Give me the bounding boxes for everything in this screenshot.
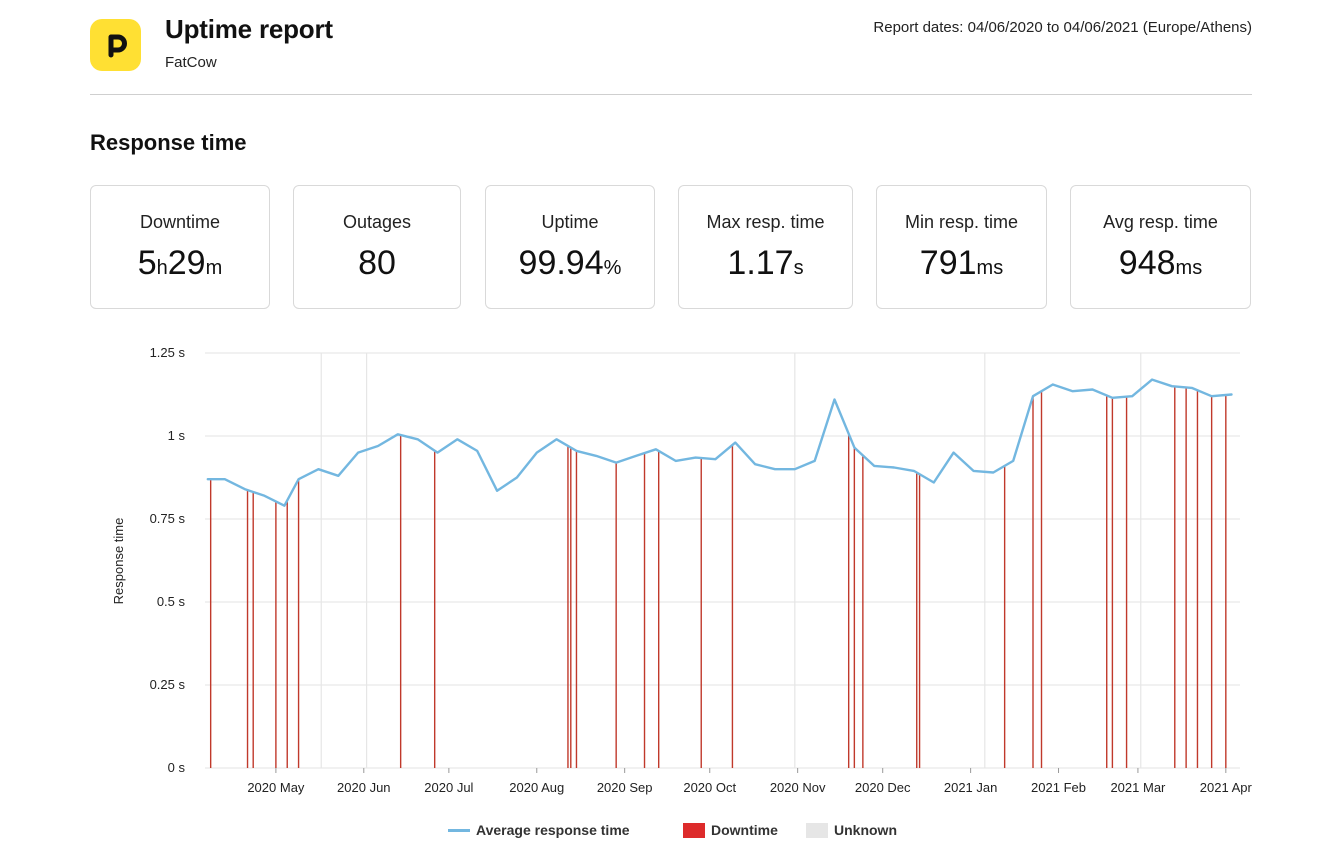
response-time-chart: 0 s0.25 s0.5 s0.75 s1 s1.25 s 2020 May 20… — [111, 345, 1253, 795]
y-tick-label: 1.25 s — [150, 345, 186, 360]
stat-number: 948 — [1118, 244, 1176, 282]
y-tick-label: 1 s — [168, 428, 186, 443]
stat-label: Avg resp. time — [1103, 212, 1218, 232]
legend-unknown-swatch — [806, 822, 828, 838]
stat-number: 99.94 — [518, 244, 604, 282]
legend-label: Downtime — [711, 822, 778, 838]
stat-number: 1.17 — [727, 244, 794, 282]
header-divider — [90, 94, 1252, 95]
x-tick-label: 2021 Mar — [1110, 780, 1166, 795]
stat-label: Outages — [342, 212, 412, 232]
stat-label: Downtime — [139, 212, 221, 232]
stat-value: 99.94% — [486, 244, 654, 283]
stat-number: 80 — [358, 244, 396, 282]
downtime-layer — [209, 386, 1227, 768]
legend-line-swatch — [448, 828, 470, 832]
stat-unit: h — [156, 257, 168, 279]
stat-label: Max resp. time — [706, 212, 825, 232]
chart-legend: Average response time Downtime Unknown — [0, 822, 1332, 842]
x-tick-label: 2020 Aug — [509, 780, 564, 795]
x-tick-label: 2020 Sep — [597, 780, 653, 795]
report-title: Uptime report — [165, 14, 333, 44]
stat-number: 29 — [167, 244, 206, 282]
stat-label: Min resp. time — [904, 212, 1019, 232]
stat-number: 791 — [919, 244, 977, 282]
x-tick-label: 2021 Apr — [1200, 780, 1253, 795]
legend-item-unknown[interactable]: Unknown — [806, 822, 897, 838]
report-dates: Report dates: 04/06/2020 to 04/06/2021 (… — [873, 19, 1252, 36]
x-tick-label: 2021 Jan — [944, 780, 998, 795]
stat-card-max-resp: Max resp. time 1.17s — [678, 185, 853, 309]
unknown-layer — [320, 353, 1142, 768]
series-line-average-response-time — [206, 378, 1233, 507]
x-tick-label: 2020 Oct — [683, 780, 736, 795]
stat-value: 80 — [294, 244, 460, 283]
legend-item-average[interactable]: Average response time — [448, 822, 630, 838]
x-tick-label: 2021 Feb — [1031, 780, 1086, 795]
y-axis-label: Response time — [111, 518, 126, 605]
legend-label: Unknown — [834, 822, 897, 838]
grid-layer — [205, 352, 1240, 769]
stat-card-downtime: Downtime 5h29m — [90, 185, 270, 309]
stat-value: 948ms — [1071, 244, 1250, 283]
stat-unit: m — [205, 257, 223, 279]
stat-card-uptime: Uptime 99.94% — [485, 185, 655, 309]
stat-value: 791ms — [877, 244, 1046, 283]
stat-card-min-resp: Min resp. time 791ms — [876, 185, 1047, 309]
stat-unit: ms — [1175, 257, 1203, 279]
y-tick-label: 0.25 s — [150, 677, 186, 692]
y-tick-label: 0.75 s — [150, 511, 186, 526]
stat-card-avg-resp: Avg resp. time 948ms — [1070, 185, 1251, 309]
x-tick-label: 2020 May — [247, 780, 305, 795]
x-tick-label: 2020 Jun — [337, 780, 391, 795]
section-title: Response time — [90, 130, 247, 155]
y-tick-label: 0.5 s — [157, 594, 186, 609]
stat-card-outages: Outages 80 — [293, 185, 461, 309]
x-axis-ticks: 2020 May 2020 Jun 2020 Jul 2020 Aug 2020 Sep… — [247, 768, 1253, 795]
x-tick-label: 2020 Dec — [855, 780, 911, 795]
stat-value: 1.17s — [679, 244, 852, 283]
report-subtitle: FatCow — [165, 54, 217, 71]
x-tick-label: 2020 Nov — [770, 780, 826, 795]
legend-item-downtime[interactable]: Downtime — [683, 822, 778, 838]
stat-unit: % — [603, 257, 622, 279]
logo-p-icon — [108, 34, 127, 58]
legend-downtime-swatch — [683, 822, 705, 838]
stat-number: 5 — [137, 244, 157, 282]
stat-unit: ms — [976, 257, 1004, 279]
stat-value: 5h29m — [91, 244, 269, 283]
y-axis-ticks: 0 s 0.25 s 0.5 s 0.75 s 1 s 1.25 s — [150, 345, 186, 775]
legend-label: Average response time — [476, 822, 630, 838]
x-tick-label: 2020 Jul — [424, 780, 473, 795]
line-layer — [206, 378, 1233, 507]
app-logo — [90, 19, 141, 71]
y-tick-label: 0 s — [168, 760, 186, 775]
stat-label: Uptime — [541, 212, 599, 232]
stat-unit: s — [793, 257, 804, 279]
